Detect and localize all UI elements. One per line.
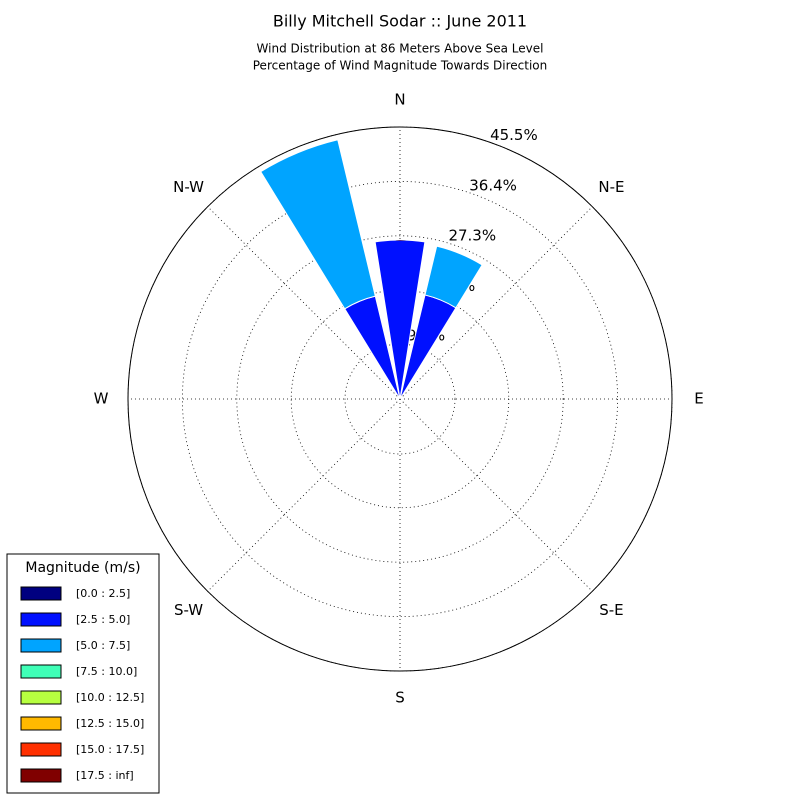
legend-swatch [20,612,62,627]
legend-swatch [20,586,62,601]
grid-line [207,398,401,592]
chart-subtitle: Percentage of Wind Magnitude Towards Dir… [253,59,547,73]
grid-circle [236,235,564,563]
legend-label: [2.5 : 5.0] [76,613,130,626]
sector [374,239,426,400]
direction-label: N-W [173,178,204,196]
legend-swatch [20,690,62,705]
sector [260,139,376,310]
grid-circle [181,180,619,618]
r-tick-label: 36.4% [469,176,517,194]
legend-label: [12.5 : 15.0] [76,717,144,730]
grid-line [399,398,593,592]
legend-swatch [20,664,62,679]
direction-label: W [94,390,109,408]
chart-title: Billy Mitchell Sodar :: June 2011 [273,12,527,31]
legend-swatch [20,716,62,731]
direction-label: E [694,390,703,408]
legend-swatch [20,638,62,653]
direction-label: S [395,689,405,707]
direction-label: N-E [598,178,624,196]
legend-label: [5.0 : 7.5] [76,639,130,652]
grid-line [207,206,401,400]
legend-label: [17.5 : inf] [76,769,134,782]
direction-label: S-E [599,601,623,619]
legend-swatch [20,742,62,757]
chart-subtitle: Wind Distribution at 86 Meters Above Sea… [257,42,544,56]
legend-label: [7.5 : 10.0] [76,665,137,678]
grid-circle [344,343,456,455]
legend-label: [0.0 : 2.5] [76,587,130,600]
legend-label: [15.0 : 17.5] [76,743,144,756]
legend-title: Magnitude (m/s) [25,560,140,576]
direction-label: S-W [174,601,203,619]
grid-line [399,206,593,400]
legend-swatch [20,768,62,783]
r-tick-label: 27.3% [448,227,496,245]
direction-label: N [394,91,405,109]
grid-circle [127,126,673,672]
legend-label: [10.0 : 12.5] [76,691,144,704]
r-tick-label: 45.5% [490,126,538,144]
